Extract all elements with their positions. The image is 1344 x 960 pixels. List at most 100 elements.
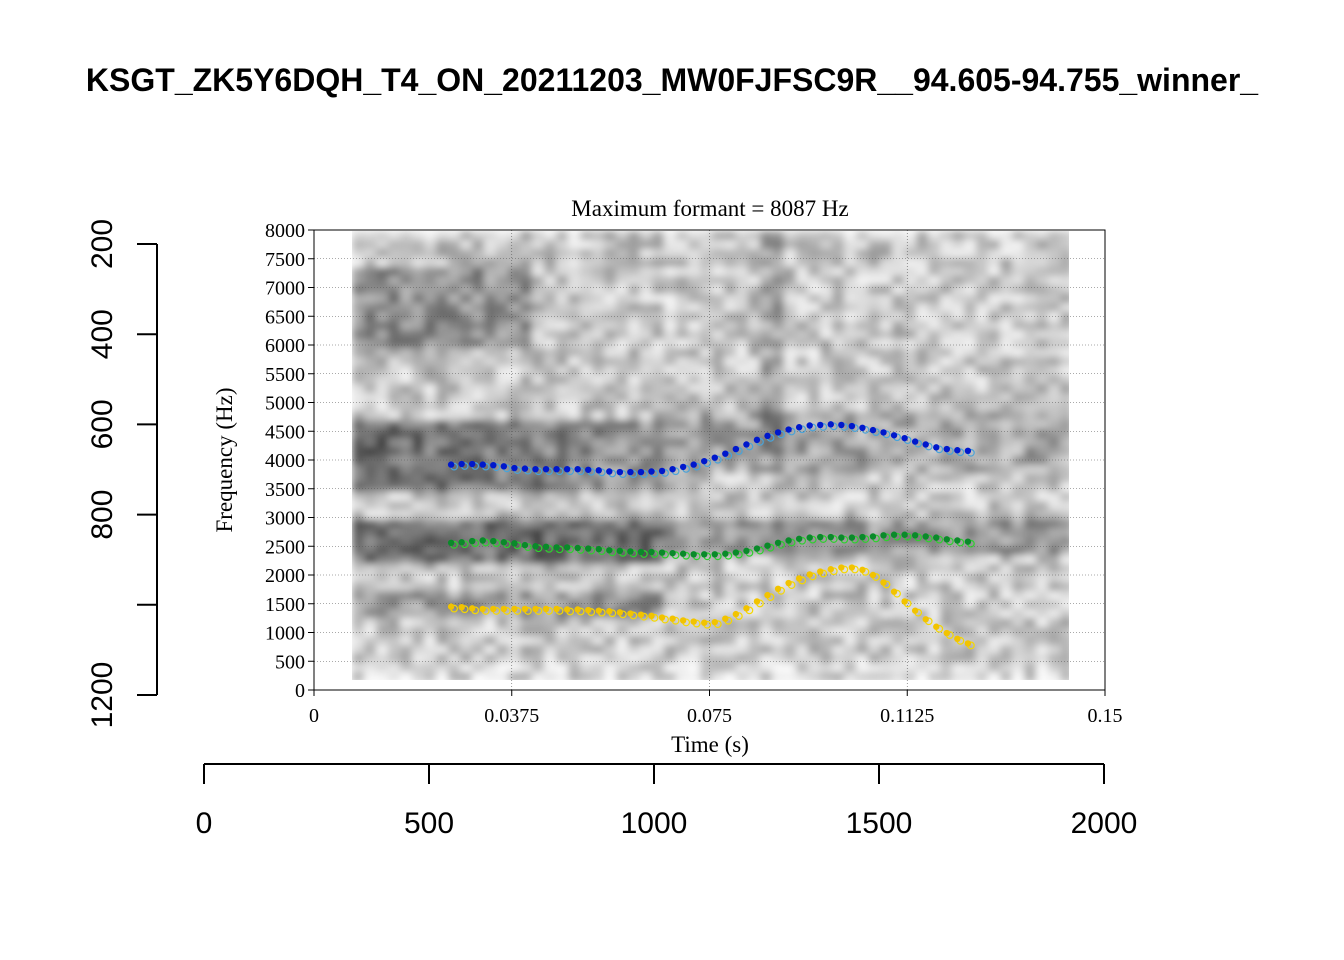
f3-point — [595, 467, 602, 474]
f1-point — [764, 591, 771, 599]
x-tick-label: 0 — [309, 705, 319, 727]
f2-point — [795, 535, 803, 542]
f2-point — [922, 533, 929, 540]
f3-point — [732, 445, 740, 453]
y-tick-label: 6500 — [265, 306, 305, 328]
f1-point — [595, 607, 602, 614]
f3-point — [553, 466, 560, 473]
f3-point — [711, 454, 718, 461]
f1-point — [859, 566, 866, 574]
f1-point — [490, 605, 497, 613]
f2-point — [585, 545, 592, 552]
f3-point — [606, 468, 613, 475]
y-tick-label: 4500 — [265, 421, 305, 443]
outer-bottom-tick-label: 0 — [196, 807, 213, 840]
f2-point — [616, 547, 624, 555]
f2-point — [542, 543, 550, 551]
f1-point — [637, 611, 645, 618]
f2-point — [911, 532, 919, 539]
f2-point — [933, 534, 940, 541]
f2-point — [627, 548, 634, 555]
f3-point — [869, 426, 877, 434]
y-tick-label: 3500 — [265, 479, 305, 501]
f1-point — [521, 605, 529, 613]
f3-point — [838, 421, 845, 429]
f1-point — [711, 618, 718, 626]
f1-point — [964, 640, 972, 647]
x-tick-label: 0.1125 — [880, 705, 934, 727]
f3-point — [679, 463, 687, 471]
f1-point — [447, 603, 455, 610]
f1-point — [806, 571, 813, 578]
f2-point — [469, 537, 476, 545]
f1-point — [469, 605, 476, 612]
f1-point — [658, 614, 666, 621]
f3-point — [479, 461, 486, 468]
f1-point — [954, 635, 961, 643]
f1-point — [585, 606, 592, 614]
y-axis: 0 500 1000 1500 2000 2500 3000 3500 4000 4500 5000… — [265, 220, 314, 702]
y-tick-label: 2000 — [265, 565, 305, 587]
f3-point — [616, 468, 624, 476]
f2-point — [722, 550, 729, 557]
f1-point — [648, 612, 655, 620]
f2-point — [521, 541, 529, 549]
y-tick-label: 7000 — [265, 278, 305, 300]
f3-point — [521, 465, 529, 472]
f2-point — [774, 539, 782, 546]
f2-point — [500, 539, 508, 546]
f2-point — [479, 537, 486, 544]
outer-bottom-tick-label: 2000 — [1071, 807, 1138, 840]
f1-point — [732, 610, 740, 618]
f3-point — [753, 436, 761, 444]
f2-point — [806, 534, 813, 541]
f3-point — [447, 461, 455, 468]
outer-left-tick-label: 400 — [86, 309, 119, 359]
f3-point — [637, 468, 645, 476]
outer-left-tick-label: 600 — [86, 399, 119, 449]
f2-point — [458, 539, 465, 546]
f3-point — [859, 424, 866, 431]
f1-point — [743, 605, 750, 612]
f3-point — [806, 422, 813, 429]
f3-point — [542, 466, 550, 473]
f2-point — [701, 551, 708, 558]
f1-point — [679, 617, 687, 624]
f2-point — [743, 547, 750, 555]
f1-point — [911, 607, 919, 614]
f1-point — [943, 629, 950, 637]
f3-point — [848, 422, 856, 430]
f1-point — [753, 598, 761, 605]
f1-point — [869, 571, 877, 579]
f2-point — [563, 544, 571, 551]
f3-point — [785, 426, 792, 433]
f1-point — [785, 579, 792, 587]
f3-point — [743, 441, 750, 448]
f2-point — [532, 543, 539, 550]
f3-point — [764, 432, 771, 440]
f2-point — [606, 547, 613, 554]
f2-point — [447, 539, 455, 546]
f1-point — [574, 606, 581, 613]
f3-point — [817, 421, 824, 429]
f3-point — [880, 429, 887, 436]
f2-point — [848, 534, 856, 541]
f3-point — [490, 461, 497, 469]
y-tick-label: 2500 — [265, 536, 305, 558]
f2-point — [964, 538, 972, 545]
outer-bottom-tick-label: 500 — [404, 807, 454, 840]
x-tick-label: 0.15 — [1088, 705, 1123, 727]
y-tick-label: 6000 — [265, 335, 305, 357]
outer-left-tick-label: 200 — [86, 219, 119, 269]
chart-subtitle: Maximum formant = 8087 Hz — [571, 196, 848, 221]
x-tick-label: 0.075 — [687, 705, 732, 727]
formant-points — [447, 421, 975, 650]
f2-point — [764, 542, 771, 549]
y-tick-label: 3000 — [265, 508, 305, 530]
f1-point — [701, 619, 708, 626]
f1-point — [500, 605, 508, 613]
f2-point — [679, 550, 687, 557]
f3-point — [722, 450, 729, 457]
f3-point — [690, 461, 697, 468]
f3-point — [458, 460, 465, 468]
